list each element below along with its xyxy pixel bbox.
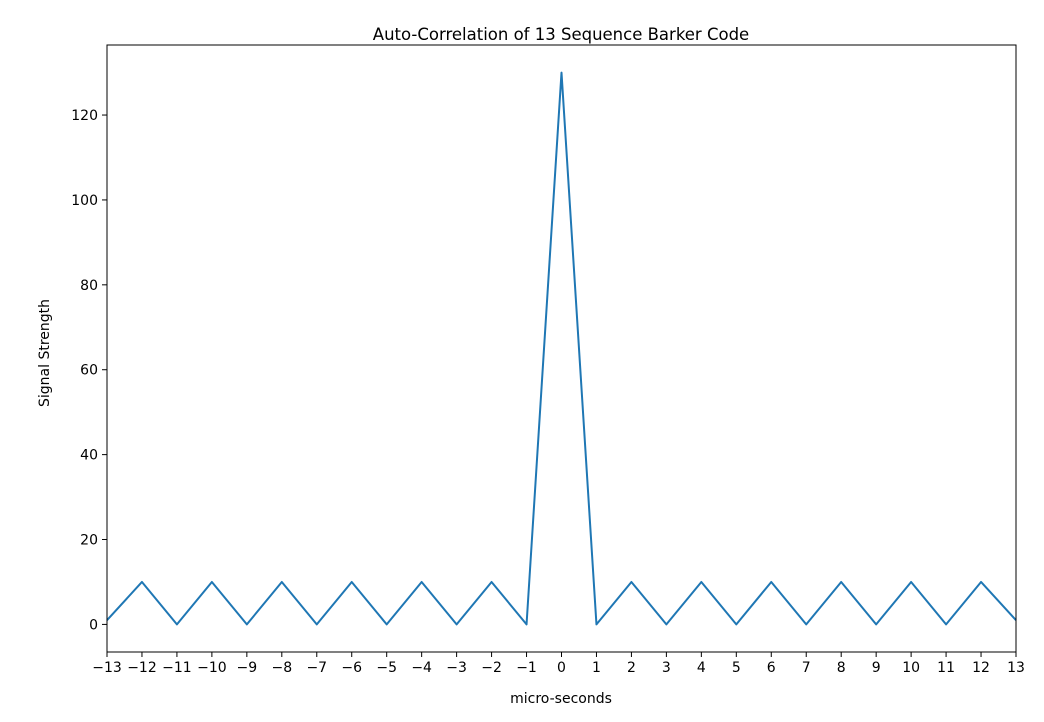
x-tick-label: −12 xyxy=(127,660,157,676)
chart-title: Auto-Correlation of 13 Sequence Barker C… xyxy=(373,25,749,44)
x-tick-label: 7 xyxy=(802,660,811,676)
x-tick-label: −7 xyxy=(306,660,327,676)
y-tick-label: 20 xyxy=(80,533,98,549)
x-tick-label: 9 xyxy=(872,660,881,676)
x-tick-label: −6 xyxy=(341,660,362,676)
x-axis: −13 −12 −11 −10 −9 −8 −7 −6 −5 −4 −3 −2 −1 0 1 2 3 4 5 6 7 8 9… xyxy=(92,652,1025,676)
x-tick-label: −1 xyxy=(516,660,537,676)
y-tick-label: 100 xyxy=(71,193,98,209)
x-tick-label: 2 xyxy=(627,660,636,676)
x-tick-label: 4 xyxy=(697,660,706,676)
y-tick-label: 60 xyxy=(80,363,98,379)
axes-frame xyxy=(106,44,1017,653)
y-tick-label: 80 xyxy=(80,278,98,294)
y-tick-label: 40 xyxy=(80,448,98,464)
x-tick-label: 11 xyxy=(937,660,955,676)
x-tick-label: 5 xyxy=(732,660,741,676)
x-tick-label: −2 xyxy=(481,660,502,676)
x-tick-label: −8 xyxy=(271,660,292,676)
x-tick-label: −11 xyxy=(162,660,192,676)
x-tick-label: 3 xyxy=(662,660,671,676)
series-line-0 xyxy=(106,71,1017,626)
x-tick-label: 13 xyxy=(1007,660,1025,676)
x-tick-label: −13 xyxy=(92,660,122,676)
x-tick-label: 0 xyxy=(557,660,566,676)
x-tick-label: −9 xyxy=(237,660,258,676)
x-tick-label: 10 xyxy=(902,660,920,676)
x-tick-label: 6 xyxy=(767,660,776,676)
plot-area xyxy=(106,44,1017,653)
x-tick-label: 8 xyxy=(837,660,846,676)
x-tick-label: 12 xyxy=(972,660,990,676)
y-tick-label: 120 xyxy=(71,108,98,124)
x-tick-label: −5 xyxy=(376,660,397,676)
x-axis-title: micro-seconds xyxy=(510,691,612,707)
x-tick-label: −4 xyxy=(411,660,432,676)
y-tick-label: 0 xyxy=(89,617,98,633)
y-axis-title: Signal Strength xyxy=(37,299,53,407)
y-axis: 0 20 40 60 80 100 120 xyxy=(71,108,107,633)
x-tick-label: −10 xyxy=(197,660,227,676)
x-tick-label: −3 xyxy=(446,660,467,676)
x-tick-label: 1 xyxy=(592,660,601,676)
